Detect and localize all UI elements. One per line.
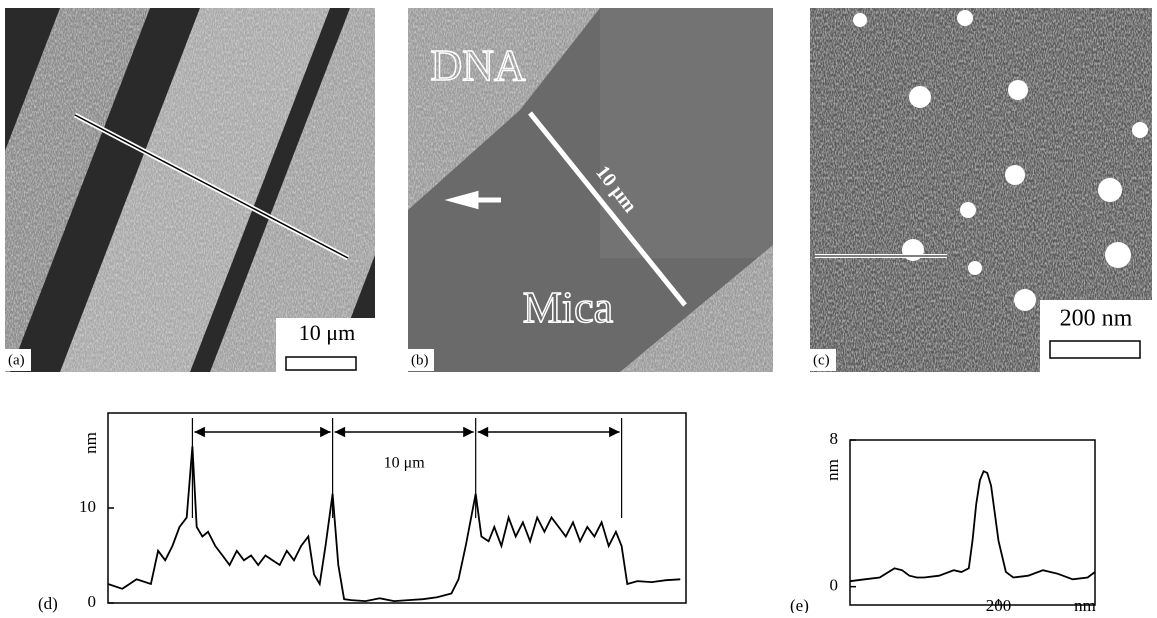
plot-frame: [850, 440, 1095, 605]
panel-label: (a): [8, 352, 25, 368]
profile-line: [850, 471, 1095, 581]
plot-frame: [108, 413, 686, 603]
y-tick-label: 8: [830, 429, 839, 448]
panel-label: (d): [38, 594, 58, 613]
panel-label: (b): [411, 352, 429, 368]
y-axis-label: nm: [81, 432, 100, 454]
panel-label: (e): [790, 596, 809, 613]
figure: 10 μm (a) DNA Mica 10 μm (b) 200 nm (c) …: [0, 0, 1157, 613]
x-tick-label: 200: [986, 596, 1012, 613]
page: {"panels": { "a": {"label": "(a)", "scal…: [0, 0, 1157, 613]
mica-label: Mica: [523, 283, 613, 332]
scale-label: 10 μm: [299, 320, 355, 345]
y-tick-label: 10: [79, 497, 96, 516]
y-axis-label: nm: [823, 459, 842, 481]
interval-label: 10 μm: [384, 455, 426, 472]
panel-label: (c): [813, 352, 830, 368]
afm-image-a: [0, 8, 470, 372]
dna-label: DNA: [430, 41, 526, 90]
y-tick-label: 0: [88, 592, 97, 611]
y-tick-label: 0: [830, 576, 839, 595]
x-axis-label: nm: [1074, 596, 1096, 613]
scale-label: 200 nm: [1060, 306, 1133, 332]
